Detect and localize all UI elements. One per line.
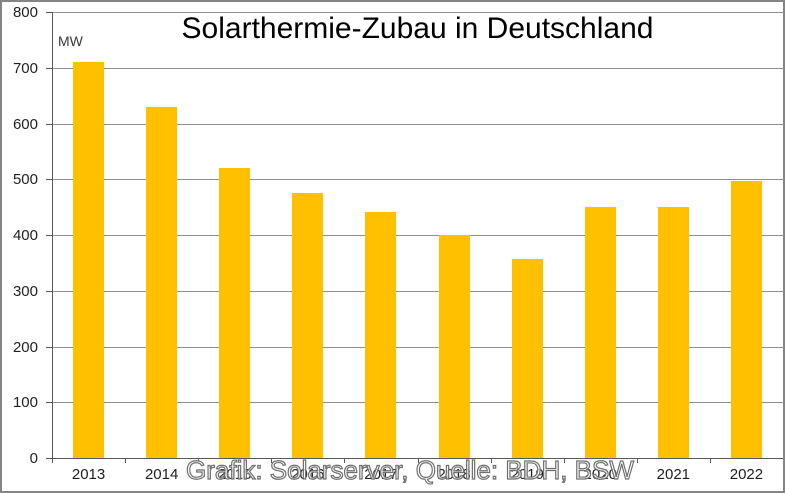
x-axis-tick — [198, 458, 200, 463]
chart-title: Solarthermie-Zubau in Deutschland — [181, 12, 654, 45]
y-axis-tick — [46, 179, 52, 181]
gridline-700 — [52, 67, 783, 69]
gridline-400 — [52, 235, 783, 236]
gridline-600 — [52, 123, 783, 125]
y-axis-tick-label: 300 — [12, 282, 38, 300]
x-axis-tick — [344, 458, 346, 463]
x-axis-label-2017: 2017 — [364, 466, 398, 483]
y-axis-tick — [46, 235, 52, 236]
y-axis-tick-label: 0 — [29, 450, 38, 467]
bar-2014 — [146, 106, 178, 458]
y-axis-tick-label: 600 — [12, 115, 38, 133]
x-axis-label-2020: 2020 — [583, 466, 617, 483]
x-axis-tick — [709, 458, 711, 463]
x-axis-tick — [490, 458, 492, 463]
gridline-100 — [52, 402, 783, 404]
bar-2017 — [365, 212, 397, 458]
bar-2021 — [657, 207, 689, 458]
y-axis-tick — [46, 67, 52, 69]
y-axis-tick — [46, 458, 52, 459]
gridline-800 — [52, 12, 783, 13]
y-axis-tick-label: 500 — [12, 171, 38, 189]
y-axis-tick — [46, 12, 52, 13]
bar-2022 — [730, 181, 762, 458]
y-axis-tick-label: 800 — [12, 4, 38, 21]
y-axis-tick-label: 700 — [12, 59, 38, 77]
y-axis-tick-label: 200 — [12, 338, 38, 356]
gridline-200 — [52, 346, 783, 348]
x-axis-label-2021: 2021 — [656, 466, 691, 483]
y-axis-unit-label: MW — [58, 33, 83, 49]
y-axis-tick — [46, 346, 52, 348]
gridline-300 — [52, 290, 783, 292]
x-axis-tick — [563, 458, 565, 463]
bar-2016 — [292, 193, 324, 458]
x-axis-label-2018: 2018 — [437, 466, 471, 483]
x-axis-label-2016: 2016 — [291, 466, 325, 483]
bar-2013 — [73, 62, 105, 458]
x-axis-tick — [52, 458, 53, 463]
y-axis-tick — [46, 123, 52, 125]
y-axis-tick-label: 100 — [12, 394, 38, 412]
x-axis-label-2013: 2013 — [71, 466, 106, 483]
x-axis-label-2019: 2019 — [510, 466, 544, 483]
x-axis-label-2014: 2014 — [144, 466, 179, 483]
y-axis-tick — [46, 290, 52, 292]
bar-2018 — [438, 235, 470, 458]
x-axis-tick — [125, 458, 127, 463]
gridline-500 — [52, 179, 783, 181]
bar-2015 — [219, 168, 251, 458]
x-axis-label-2022: 2022 — [729, 466, 764, 483]
y-axis-line — [52, 12, 53, 463]
x-axis-tick — [636, 458, 638, 463]
bar-2019 — [511, 258, 543, 458]
bar-2020 — [584, 207, 616, 458]
x-axis-tick — [783, 458, 784, 463]
y-axis-tick — [46, 402, 52, 404]
x-axis-label-2015: 2015 — [218, 466, 252, 483]
x-axis-tick — [271, 458, 273, 463]
watermark: Grafik: Solarserver, Quelle: BDH, BSW — [185, 454, 634, 485]
x-axis-tick — [417, 458, 419, 463]
y-axis-tick-label: 400 — [12, 227, 38, 244]
